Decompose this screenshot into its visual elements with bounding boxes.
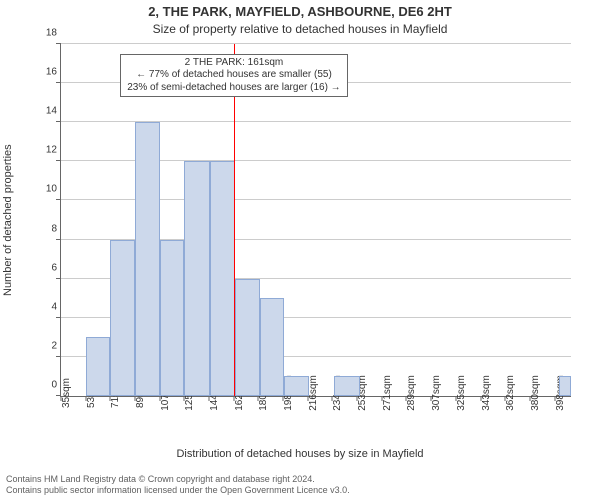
x-axis-label: Distribution of detached houses by size … [0,448,600,460]
y-tick-mark [56,121,61,122]
y-tick-label: 18 [33,28,57,39]
annotation-line-1: 2 THE PARK: 161sqm [127,57,340,70]
x-tick-label: 380sqm [530,375,541,411]
x-tick-label: 216sqm [308,375,319,411]
x-tick-label: 307sqm [431,375,442,411]
y-tick-mark [56,278,61,279]
histogram-bar [559,376,571,396]
histogram-bar [210,161,235,396]
chart-page: 2, THE PARK, MAYFIELD, ASHBOURNE, DE6 2H… [0,0,600,500]
histogram-bar [334,376,360,396]
y-tick-label: 14 [33,106,57,117]
histogram-bar [284,376,309,396]
y-tick-label: 8 [33,223,57,234]
y-tick-label: 4 [33,301,57,312]
y-tick-mark [56,82,61,83]
copyright-notice: Contains HM Land Registry data © Crown c… [6,474,594,497]
plot-area: 02468101214161835sqm53sqm71sqm89sqm107sq… [60,44,571,397]
y-tick-mark [56,239,61,240]
y-tick-mark [56,317,61,318]
copyright-line-2: Contains public sector information licen… [6,485,594,496]
histogram-bar [260,298,285,396]
x-tick-label: 289sqm [406,375,417,411]
histogram-bar [184,161,210,396]
y-axis-label: Number of detached properties [2,144,14,296]
x-tick-label: 362sqm [505,375,516,411]
x-tick-label: 325sqm [456,375,467,411]
y-tick-label: 0 [33,380,57,391]
histogram-bar [135,122,160,396]
y-tick-mark [56,160,61,161]
page-title: 2, THE PARK, MAYFIELD, ASHBOURNE, DE6 2H… [0,4,600,19]
y-tick-label: 6 [33,262,57,273]
copyright-line-1: Contains HM Land Registry data © Crown c… [6,474,594,485]
annotation-box: 2 THE PARK: 161sqm← 77% of detached hous… [120,54,347,98]
y-tick-label: 10 [33,184,57,195]
y-tick-mark [56,199,61,200]
page-subtitle: Size of property relative to detached ho… [0,22,600,36]
gridline [61,43,571,44]
histogram-bar [110,240,135,396]
y-tick-mark [56,43,61,44]
x-tick-label: 271sqm [382,375,393,411]
histogram-bar [160,240,185,396]
x-tick-label: 343sqm [481,375,492,411]
x-tick-label: 35sqm [61,378,72,408]
histogram-bar [86,337,111,396]
annotation-line-3: 23% of semi-detached houses are larger (… [127,82,340,95]
y-tick-label: 16 [33,67,57,78]
y-tick-label: 12 [33,145,57,156]
annotation-line-2: ← 77% of detached houses are smaller (55… [127,69,340,82]
histogram-bar [235,279,260,396]
y-tick-mark [56,356,61,357]
y-tick-label: 2 [33,340,57,351]
